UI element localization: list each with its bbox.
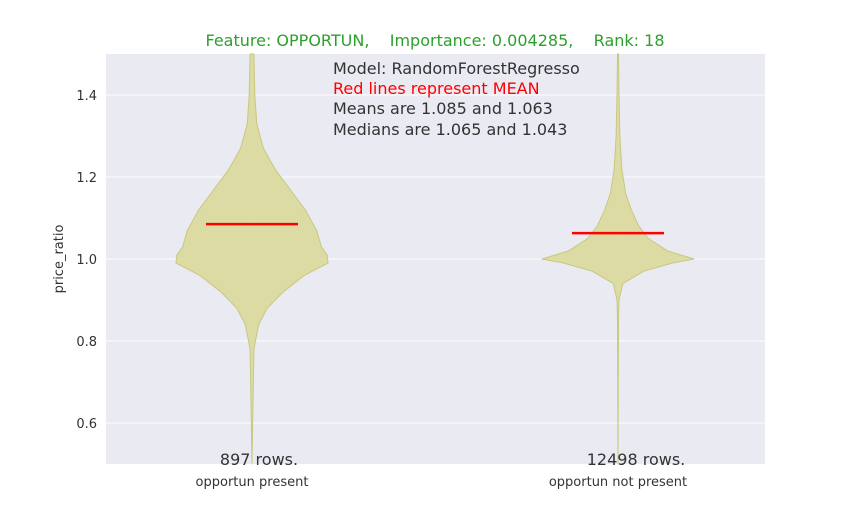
y-tick-label: 1.0 bbox=[76, 253, 97, 268]
rows-label-not-present: 12498 rows. bbox=[587, 450, 686, 469]
y-tick-label: 0.8 bbox=[76, 335, 97, 350]
violin-body bbox=[175, 53, 329, 465]
violins bbox=[175, 53, 695, 465]
chart-title: Feature: OPPORTUN, Importance: 0.004285,… bbox=[205, 31, 664, 50]
y-axis-label: price_ratio bbox=[52, 225, 67, 294]
annotation-mean-note: Red lines represent MEAN bbox=[333, 79, 540, 98]
x-tick-label-present: opportun present bbox=[196, 475, 309, 490]
x-tick-label-not-present: opportun not present bbox=[549, 475, 687, 490]
rows-label-present: 897 rows. bbox=[220, 450, 298, 469]
y-tick-label: 1.4 bbox=[76, 89, 97, 104]
annotation-means: Means are 1.085 and 1.063 bbox=[333, 99, 553, 118]
y-tick-label: 0.6 bbox=[76, 417, 97, 432]
annotation-model: Model: RandomForestRegresso bbox=[333, 59, 580, 78]
annotation-medians: Medians are 1.065 and 1.043 bbox=[333, 120, 567, 139]
y-tick-labels: 0.6 0.8 1.0 1.2 1.4 bbox=[76, 89, 97, 432]
y-tick-label: 1.2 bbox=[76, 171, 97, 186]
violin-body bbox=[541, 53, 695, 465]
